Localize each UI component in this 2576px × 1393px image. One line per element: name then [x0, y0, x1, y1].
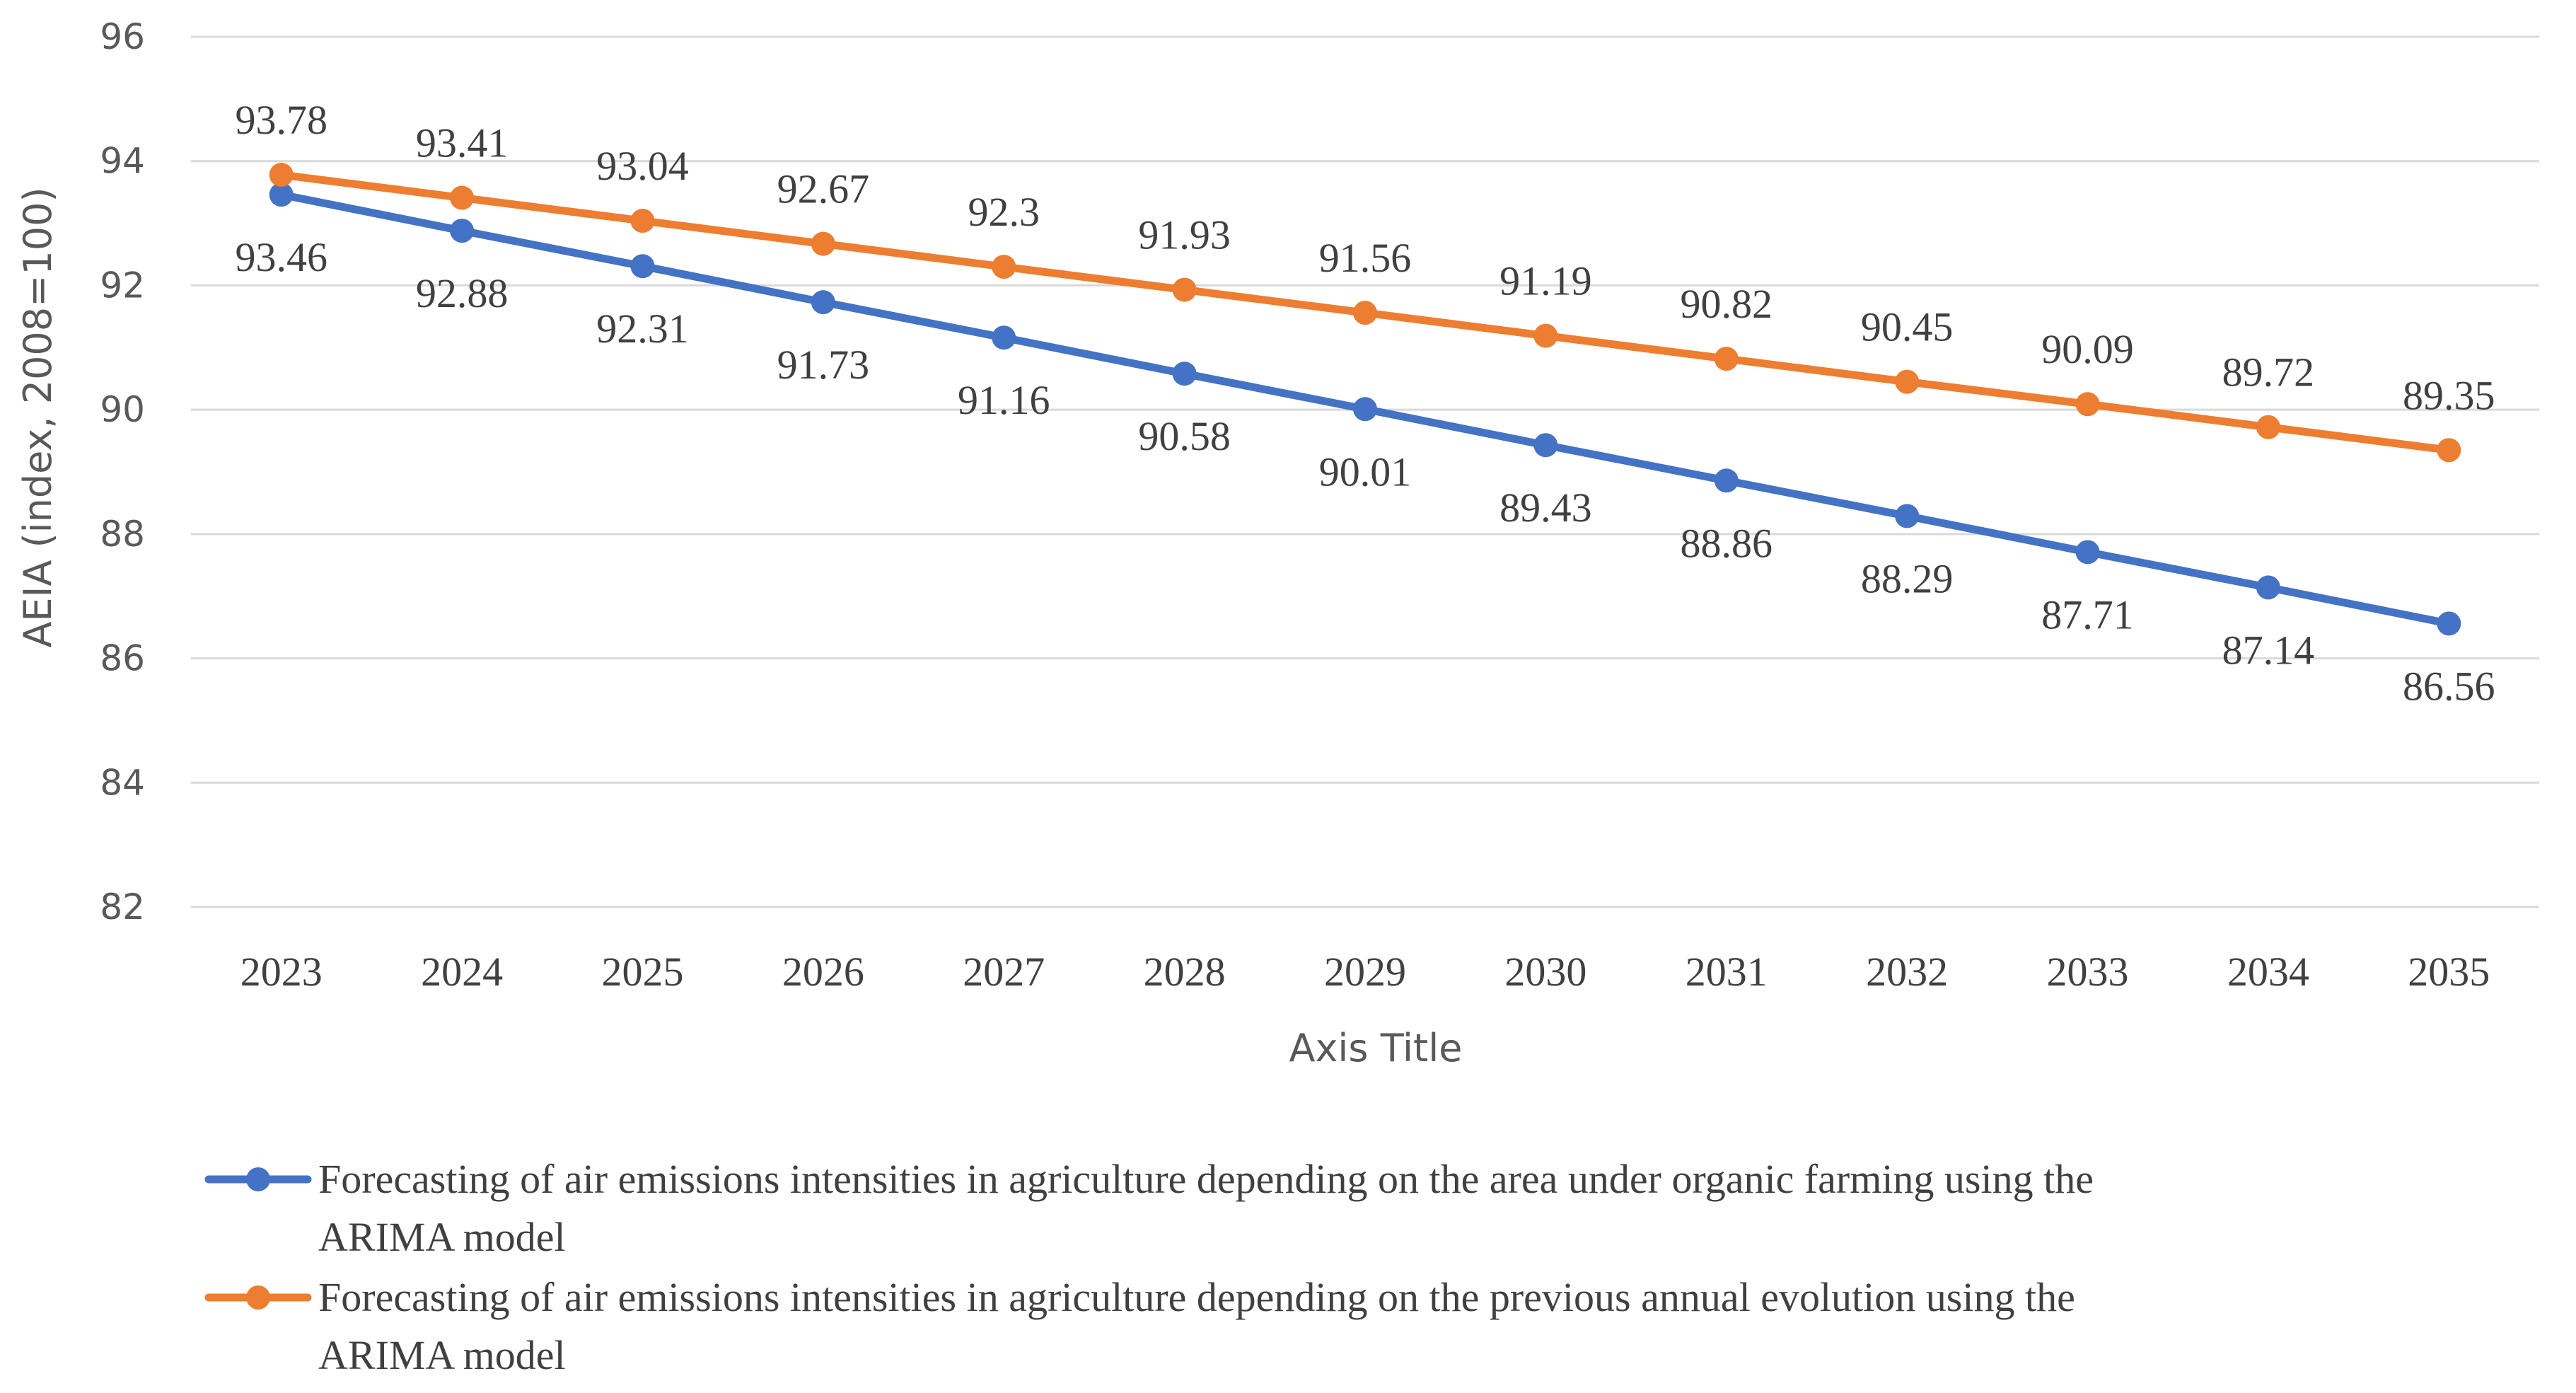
- data-label: 90.45: [1861, 304, 1954, 350]
- legend-label-orange-line2: ARIMA model: [318, 1332, 566, 1378]
- data-point[interactable]: [811, 290, 835, 315]
- data-label: 93.78: [235, 97, 327, 143]
- data-point[interactable]: [1353, 301, 1377, 325]
- y-tick-label: 88: [100, 514, 145, 555]
- data-point[interactable]: [269, 183, 294, 207]
- data-label: 90.09: [2041, 326, 2134, 372]
- legend-label-blue-line2: ARIMA model: [318, 1214, 566, 1260]
- x-tick-label: 2034: [2227, 949, 2309, 995]
- data-point[interactable]: [450, 185, 475, 210]
- data-point[interactable]: [2256, 575, 2280, 600]
- data-point[interactable]: [992, 325, 1016, 350]
- x-tick-label: 2024: [421, 949, 503, 995]
- y-tick-label: 94: [100, 141, 145, 182]
- data-point[interactable]: [2075, 540, 2100, 565]
- data-label: 89.35: [2403, 372, 2495, 418]
- data-point[interactable]: [1353, 397, 1377, 422]
- data-label: 91.93: [1138, 212, 1231, 258]
- data-point[interactable]: [2075, 392, 2100, 417]
- data-label: 90.58: [1138, 413, 1231, 459]
- x-axis-ticks: 2023 2024 2025 2026 2027 2028 2029 2030 2031 2032…: [240, 949, 2490, 995]
- y-tick-label: 90: [100, 389, 145, 430]
- x-tick-label: 2028: [1144, 949, 1226, 995]
- data-label: 87.14: [2222, 627, 2315, 673]
- data-point[interactable]: [1895, 504, 1920, 528]
- data-point[interactable]: [2437, 611, 2461, 636]
- data-label: 92.31: [596, 306, 689, 352]
- legend: Forecasting of air emissions intensities…: [204, 1156, 2094, 1378]
- x-tick-label: 2029: [1324, 949, 1406, 995]
- data-label: 88.86: [1681, 520, 1773, 566]
- x-tick-label: 2026: [782, 949, 864, 995]
- data-point[interactable]: [630, 254, 655, 279]
- y-axis-title: AEIA (index, 2008=100): [16, 187, 60, 647]
- legend-swatch-marker-orange: [246, 1285, 270, 1310]
- data-point[interactable]: [2437, 438, 2461, 463]
- y-tick-label: 96: [100, 16, 145, 57]
- data-label: 93.46: [235, 234, 327, 280]
- legend-swatch-marker-blue: [246, 1167, 270, 1191]
- data-label: 91.16: [958, 377, 1050, 423]
- x-tick-label: 2031: [1686, 949, 1768, 995]
- data-point[interactable]: [992, 255, 1016, 279]
- data-label: 92.88: [416, 270, 509, 316]
- data-label: 86.56: [2403, 663, 2495, 709]
- data-label: 91.73: [777, 342, 870, 388]
- legend-item-blue[interactable]: Forecasting of air emissions intensities…: [204, 1156, 2094, 1260]
- x-tick-label: 2023: [240, 949, 323, 995]
- data-label: 91.56: [1319, 235, 1412, 281]
- legend-label-orange-line1: Forecasting of air emissions intensities…: [318, 1274, 2075, 1320]
- y-axis-ticks: 82 84 86 88 90 92 94 96: [100, 16, 145, 927]
- x-tick-label: 2033: [2047, 949, 2129, 995]
- x-tick-label: 2025: [601, 949, 683, 995]
- data-labels: 93.46 92.88 92.31 91.73 91.16 90.58 90.01 89.43…: [235, 97, 2495, 709]
- data-point[interactable]: [1172, 277, 1197, 302]
- data-label: 87.71: [2041, 591, 2134, 637]
- data-label: 93.04: [596, 143, 689, 189]
- data-point[interactable]: [1533, 323, 1558, 348]
- data-label: 92.3: [968, 189, 1040, 235]
- x-tick-label: 2035: [2408, 949, 2490, 995]
- y-tick-label: 92: [100, 265, 145, 306]
- data-label: 89.72: [2222, 349, 2315, 395]
- y-tick-label: 82: [100, 886, 145, 927]
- x-axis-title: Axis Title: [1289, 1026, 1463, 1070]
- legend-item-orange[interactable]: Forecasting of air emissions intensities…: [204, 1274, 2075, 1378]
- x-tick-label: 2032: [1866, 949, 1948, 995]
- x-tick-label: 2030: [1504, 949, 1586, 995]
- data-point[interactable]: [811, 231, 835, 256]
- data-point[interactable]: [2256, 415, 2280, 439]
- data-label: 90.82: [1681, 281, 1773, 327]
- data-label: 89.43: [1499, 485, 1592, 531]
- x-tick-label: 2027: [963, 949, 1045, 995]
- legend-label-blue-line1: Forecasting of air emissions intensities…: [318, 1156, 2094, 1202]
- y-tick-label: 86: [100, 638, 145, 679]
- data-point[interactable]: [1533, 433, 1558, 458]
- data-label: 90.01: [1319, 449, 1412, 495]
- data-label: 93.41: [416, 120, 509, 166]
- data-point[interactable]: [1714, 347, 1739, 371]
- data-point[interactable]: [630, 209, 655, 233]
- data-point[interactable]: [1172, 362, 1197, 386]
- data-point[interactable]: [450, 219, 475, 243]
- data-label: 88.29: [1861, 555, 1954, 601]
- data-point[interactable]: [1895, 369, 1920, 394]
- data-label: 92.67: [777, 166, 870, 212]
- y-tick-label: 84: [100, 762, 145, 803]
- data-point[interactable]: [1714, 468, 1739, 493]
- data-point[interactable]: [269, 163, 294, 187]
- data-label: 91.19: [1499, 258, 1592, 304]
- series-points: [269, 163, 2461, 636]
